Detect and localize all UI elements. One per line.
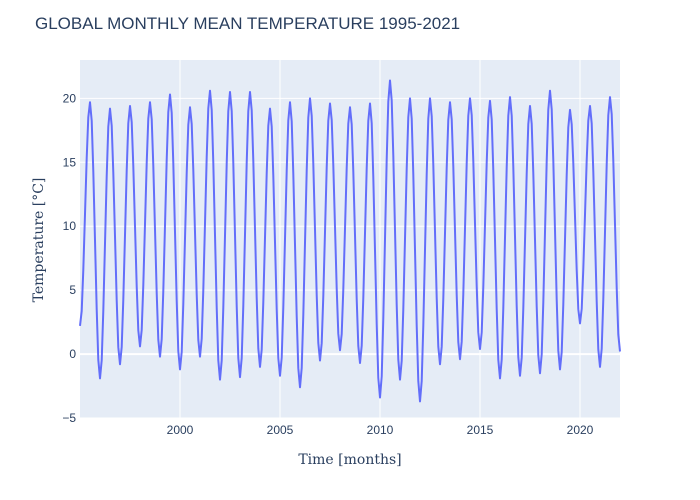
- y-tick-label: 5: [69, 283, 76, 297]
- x-axis-label: Time [months]: [298, 452, 401, 468]
- x-tick-label: 2020: [567, 423, 594, 437]
- x-tick-label: 2010: [367, 423, 394, 437]
- axis-ticks: −5 0 5 10 15 20 2000 2005 2010 2015 2020: [62, 91, 593, 437]
- y-axis-label: Temperature [°C]: [31, 178, 47, 303]
- x-tick-label: 2015: [467, 423, 494, 437]
- grid: [80, 60, 620, 419]
- y-tick-label: −5: [62, 411, 76, 425]
- plot-background: [80, 60, 620, 418]
- x-tick-label: 2005: [267, 423, 294, 437]
- y-tick-label: 20: [63, 91, 77, 105]
- y-tick-label: 10: [63, 219, 77, 233]
- temperature-series-line: [79, 79, 621, 403]
- y-tick-label: 15: [63, 155, 77, 169]
- y-tick-label: 0: [69, 347, 76, 361]
- x-tick-label: 2000: [167, 423, 194, 437]
- chart-title: GLOBAL MONTHLY MEAN TEMPERATURE 1995-202…: [35, 14, 460, 33]
